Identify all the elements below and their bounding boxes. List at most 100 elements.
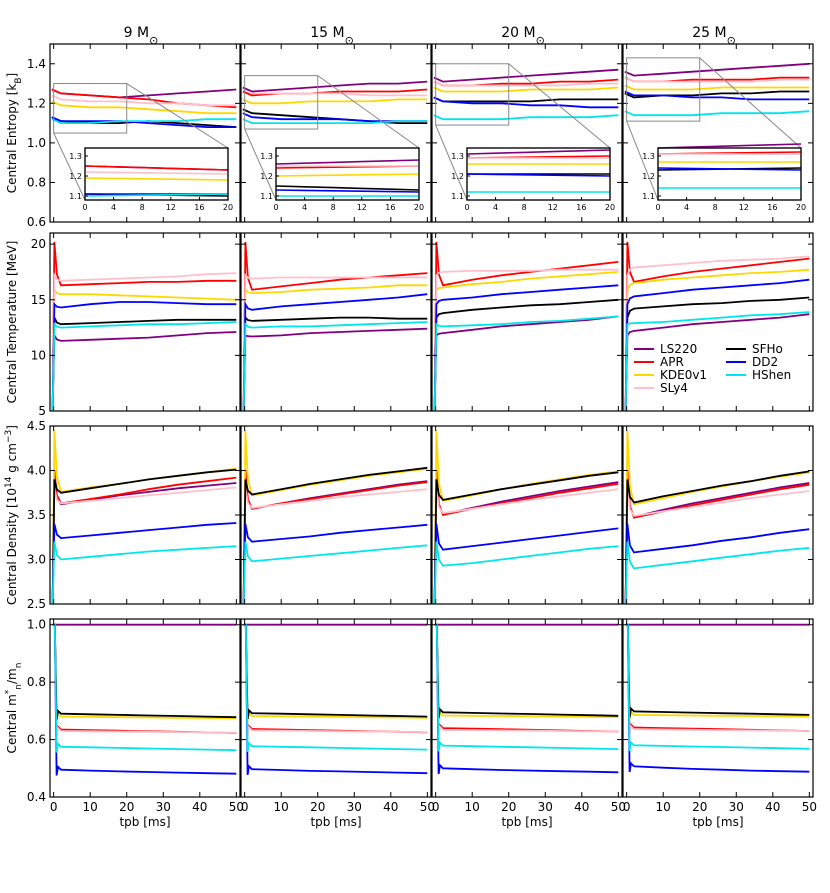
- inset-x-tick-label: 20: [796, 203, 806, 212]
- x-tick-label: 40: [383, 800, 398, 814]
- inset-series-HShen: [84, 193, 229, 197]
- zoom-connector: [126, 83, 229, 149]
- series-SFHo-20-mstar: [434, 623, 619, 719]
- inset-x-tick-label: 8: [522, 203, 527, 212]
- inset-y-tick-label: 1.2: [260, 172, 273, 181]
- panel-frame: [240, 618, 432, 798]
- y-tick-label: 4.5: [27, 419, 46, 433]
- panel-mstar-20: 0 10 20 30 40 50 tpb [ms]: [431, 618, 626, 829]
- zoom-connector: [508, 63, 611, 149]
- panel-frame: [622, 43, 814, 223]
- y-tick-label: 0.6: [27, 215, 46, 229]
- series-SFHo-20-temperature: [433, 298, 619, 411]
- ylabel-part: Central Density [10: [5, 488, 19, 605]
- x-tick-label: 0: [432, 800, 440, 814]
- inset-x-tick-label: 0: [464, 203, 469, 212]
- inset-frame: [657, 147, 802, 201]
- series-SLy4-9-density: [51, 486, 237, 604]
- y-tick-label: 0.4: [27, 790, 46, 804]
- x-tick-label: 20: [501, 800, 516, 814]
- x-tick-label: 0: [241, 800, 249, 814]
- x-tick-label: 10: [656, 800, 671, 814]
- column-title-20: 20 M⊙: [501, 25, 545, 47]
- x-tick-label: 30: [729, 800, 744, 814]
- inset-series: [466, 149, 611, 193]
- x-tick-label: 40: [765, 800, 780, 814]
- ylabel-part: B: [14, 77, 24, 83]
- series-KDE0v1-9-temperature: [51, 287, 237, 411]
- zoom-connector: [626, 120, 659, 201]
- inset-x-tick-label: 20: [605, 203, 615, 212]
- series-SLy4-9-mstar: [52, 623, 237, 737]
- series-APR-25-density: [624, 470, 810, 604]
- legend-label-APR: APR: [660, 355, 684, 369]
- series-HShen-15-density: [242, 541, 428, 604]
- inset-y-tick-label: 1.1: [69, 192, 82, 201]
- series-KDE0v1-20-temperature: [433, 271, 619, 411]
- inset-series-APR: [84, 165, 229, 171]
- series-SLy4-9-temperature: [51, 272, 237, 411]
- series-HShen-9-entropy: [51, 118, 237, 124]
- panel-entropy-15: 15 M⊙ 0 4 8 12 16 20 1.1 1.2 1.3: [240, 25, 432, 223]
- ylabel-temperature: Central Temperature [MeV]: [5, 241, 19, 404]
- inset-series: [275, 159, 420, 197]
- inset-y-tick-label: 1.2: [642, 172, 655, 181]
- x-axis-label: tpb [ms]: [119, 815, 170, 829]
- series-SFHo-9-density: [51, 468, 237, 604]
- series-KDE0v1-9-entropy: [51, 100, 237, 115]
- series-KDE0v1-20-entropy: [433, 86, 619, 93]
- inset-y-tick-label: 1.1: [260, 192, 273, 201]
- inset-y-tick-label: 1.3: [451, 152, 464, 161]
- y-tick-label: 1.4: [27, 57, 46, 71]
- series-KDE0v1-25-entropy: [624, 84, 810, 91]
- series-LS220-9-temperature: [51, 331, 237, 411]
- inset-y-tick-label: 1.1: [642, 192, 655, 201]
- column-title-15: 15 M⊙: [310, 25, 354, 47]
- series-KDE0v1-20-density: [433, 430, 619, 604]
- legend-label-DD2: DD2: [752, 355, 778, 369]
- y-tick-label: 1.2: [27, 96, 46, 110]
- x-tick-label: 50: [802, 800, 817, 814]
- panel-frame: [240, 232, 432, 412]
- series-HShen-25-density: [624, 541, 810, 604]
- inset-x-tick-label: 4: [493, 203, 498, 212]
- panel-mstar-9: 0 10 20 30 40 50 0.4 0.6 0.8 1.0 tpb [ms]: [27, 618, 244, 829]
- series-SFHo-20-density: [433, 471, 619, 604]
- series-DD2-15-density: [242, 523, 428, 604]
- sun-symbol: ⊙: [149, 34, 158, 47]
- series-HShen-15-entropy: [242, 118, 428, 124]
- panel-frame: [622, 425, 814, 605]
- series-group: [625, 623, 810, 773]
- series-DD2-25-entropy: [624, 90, 810, 101]
- inset-x-tick-label: 0: [655, 203, 660, 212]
- x-tick-label: 10: [274, 800, 289, 814]
- inset-x-tick-label: 0: [273, 203, 278, 212]
- series-APR-15-temperature: [242, 241, 428, 411]
- panel-temperature-15: [240, 232, 432, 412]
- legend-label-KDE0v1: KDE0v1: [660, 368, 707, 382]
- y-tick-label: 4.0: [27, 464, 46, 478]
- ylabel-part: g cm: [5, 443, 19, 477]
- panel-frame: [49, 618, 241, 798]
- inset-y-tick-label: 1.2: [451, 172, 464, 181]
- inset-y-tick-label: 1.3: [260, 152, 273, 161]
- zoom-connector: [435, 124, 468, 201]
- panel-density-25: [622, 425, 814, 605]
- x-tick-label: 40: [574, 800, 589, 814]
- panel-density-15: [240, 425, 432, 605]
- panel-frame: [431, 43, 623, 223]
- series-SLy4-9-entropy: [51, 94, 237, 107]
- inset-series-DD2: [275, 189, 420, 193]
- ylabel-part: Central Temperature [MeV]: [5, 241, 19, 404]
- series-LS220-20-entropy: [433, 68, 619, 83]
- inset-series-LS220: [275, 159, 420, 165]
- legend-label-HShen: HShen: [752, 368, 791, 382]
- inset-series: [84, 165, 229, 197]
- x-tick-label: 20: [692, 800, 707, 814]
- series-SLy4-20-entropy: [433, 80, 619, 87]
- ylabel-part: /m: [5, 668, 19, 684]
- series-HShen-25-mstar: [625, 623, 810, 752]
- y-tick-label: 15: [31, 293, 46, 307]
- series-KDE0v1-25-temperature: [624, 268, 810, 411]
